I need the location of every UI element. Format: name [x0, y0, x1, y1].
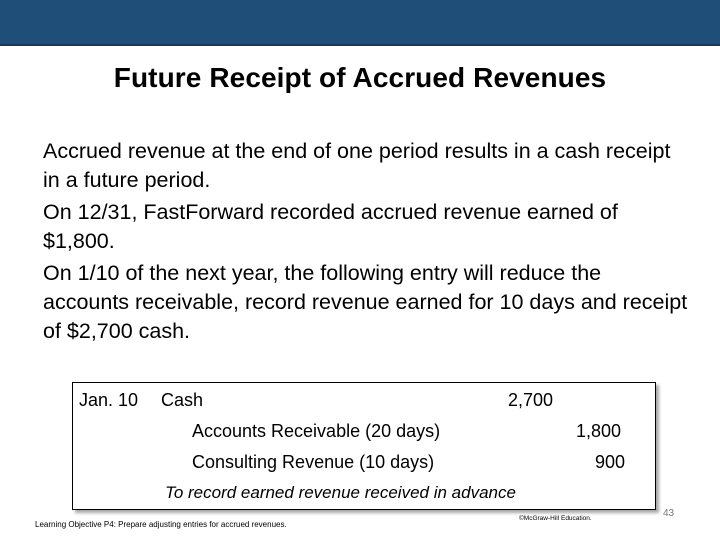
learning-objective-footer: Learning Objective P4: Prepare adjusting… [35, 520, 287, 529]
slide-body: Accrued revenue at the end of one period… [43, 137, 693, 349]
debit-amount: 2,700 [508, 390, 554, 410]
entry-date: Jan. 10 [79, 390, 139, 410]
credit-amount-1: 1,800 [576, 421, 622, 441]
paragraph-2: On 12/31, FastForward recorded accrued r… [43, 200, 618, 253]
debit-account: Cash [161, 390, 204, 410]
credit-account-2: Consulting Revenue (10 days) [192, 452, 435, 472]
copyright-footer: ©McGraw-Hill Education. [519, 515, 592, 522]
slide-title: Future Receipt of Accrued Revenues [113, 62, 607, 93]
top-banner [0, 0, 720, 46]
journal-entry-box: Jan. 10 Cash 2,700 Accounts Receivable (… [72, 382, 656, 510]
page-number: 43 [663, 508, 675, 519]
credit-amount-2: 900 [595, 452, 626, 472]
paragraph-3: On 1/10 of the next year, the following … [43, 261, 688, 343]
entry-memo: To record earned revenue received in adv… [165, 483, 516, 502]
paragraph-1: Accrued revenue at the end of one period… [43, 139, 671, 192]
credit-account-1: Accounts Receivable (20 days) [192, 421, 441, 441]
